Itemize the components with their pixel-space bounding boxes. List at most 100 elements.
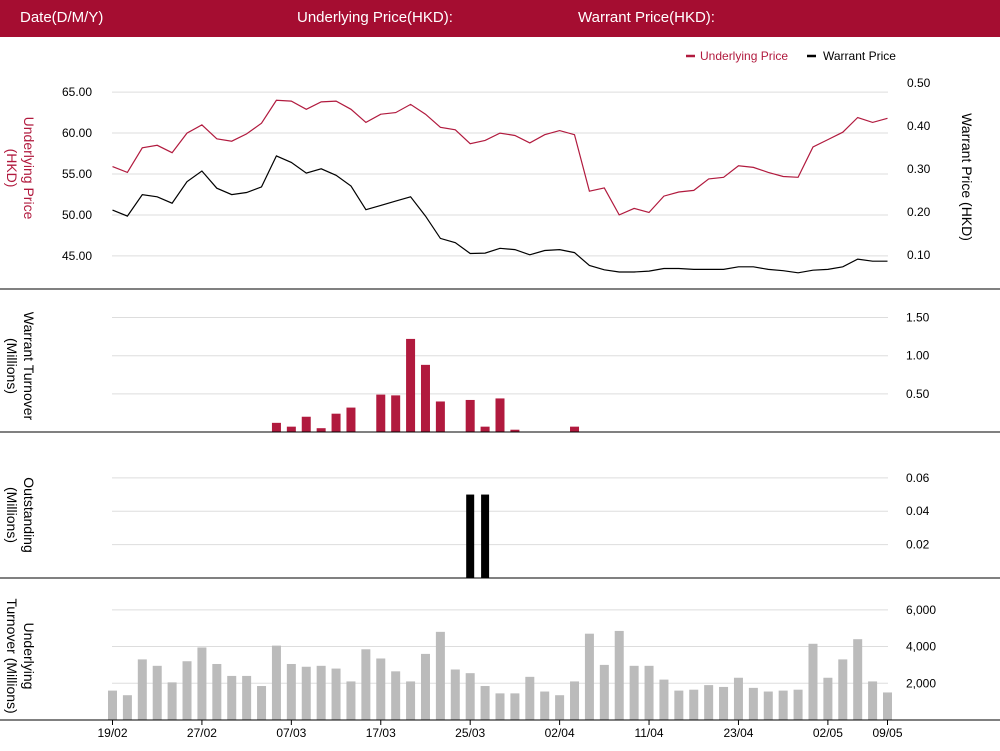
outstanding-bar bbox=[466, 494, 475, 578]
underlying-turnover-bar bbox=[510, 693, 520, 720]
left-axis-tick-label: 60.00 bbox=[62, 126, 92, 140]
underlying-turnover-bar bbox=[525, 676, 535, 720]
right-axis-tick-label: 0.50 bbox=[907, 76, 931, 90]
underlying-turnover-bar bbox=[883, 692, 892, 720]
warrant-turnover-bar bbox=[420, 364, 430, 432]
warrant-turnover-bar bbox=[271, 422, 281, 432]
warrant-turnover-bar bbox=[465, 399, 475, 432]
underlying-turnover-tick-label: 2,000 bbox=[906, 676, 936, 690]
underlying-turnover-bar bbox=[674, 690, 684, 720]
underlying-turnover-bar bbox=[644, 665, 654, 720]
underlying-turnover-bar bbox=[152, 665, 162, 720]
x-axis-tick-label: 23/04 bbox=[723, 726, 753, 740]
warrant-turnover-bar bbox=[510, 429, 520, 432]
underlying-turnover-bar bbox=[808, 643, 818, 720]
underlying-turnover-bar bbox=[838, 659, 848, 720]
right-axis-tick-label: 0.30 bbox=[907, 162, 931, 176]
underlying-turnover-bar bbox=[614, 630, 624, 720]
left-axis-title: Underlying Price(HKD) bbox=[4, 117, 37, 220]
outstanding-tick-label: 0.06 bbox=[906, 471, 930, 485]
underlying-turnover-tick-label: 6,000 bbox=[906, 603, 936, 617]
underlying-turnover-bar bbox=[137, 659, 147, 720]
underlying-turnover-bar bbox=[748, 687, 758, 720]
underlying-turnover-bar bbox=[435, 631, 445, 720]
warrant-price-line bbox=[112, 155, 888, 274]
underlying-turnover-bar bbox=[689, 689, 699, 720]
warrant-turnover-bar bbox=[406, 338, 416, 432]
underlying-turnover-bar bbox=[868, 681, 878, 720]
underlying-turnover-bar bbox=[167, 682, 177, 720]
underlying-turnover-axis-title: UnderlyingTurnover (Millions) bbox=[4, 598, 37, 713]
warrant-turnover-bar bbox=[286, 426, 296, 432]
underlying-turnover-bar bbox=[733, 677, 743, 720]
legend-label-warrant: Warrant Price bbox=[823, 49, 896, 63]
warrant-turnover-bar bbox=[570, 426, 580, 432]
underlying-turnover-bar bbox=[376, 658, 386, 720]
x-axis-tick-label: 07/03 bbox=[276, 726, 306, 740]
underlying-turnover-bar bbox=[480, 686, 490, 720]
underlying-turnover-bar bbox=[286, 663, 296, 720]
warrant-turnover-bar bbox=[376, 394, 386, 432]
underlying-turnover-bar bbox=[361, 649, 371, 720]
legend-label-underlying: Underlying Price bbox=[700, 49, 788, 63]
right-axis-tick-label: 0.20 bbox=[907, 205, 931, 219]
underlying-turnover-bar bbox=[629, 665, 639, 720]
underlying-turnover-bar bbox=[465, 673, 475, 720]
underlying-turnover-bar bbox=[853, 639, 863, 720]
underlying-turnover-bar bbox=[793, 689, 803, 720]
underlying-turnover-bar bbox=[450, 669, 460, 720]
warrant-turnover-bar bbox=[316, 428, 326, 432]
underlying-turnover-bar bbox=[495, 693, 505, 720]
underlying-turnover-bar bbox=[257, 686, 267, 720]
underlying-turnover-bar bbox=[763, 691, 773, 720]
warrant-turnover-bar bbox=[435, 401, 445, 432]
outstanding-tick-label: 0.02 bbox=[906, 538, 930, 552]
underlying-turnover-bar bbox=[212, 663, 222, 720]
underlying-turnover-bar bbox=[570, 681, 580, 720]
left-axis-tick-label: 45.00 bbox=[62, 249, 92, 263]
x-axis-tick-label: 09/05 bbox=[872, 726, 902, 740]
underlying-turnover-bar bbox=[331, 668, 341, 720]
underlying-turnover-bar bbox=[599, 664, 609, 720]
warrant-turnover-bar bbox=[301, 416, 311, 432]
warrant-turnover-bar bbox=[331, 413, 341, 432]
outstanding-tick-label: 0.04 bbox=[906, 504, 930, 518]
warrant-turnover-tick-label: 1.50 bbox=[906, 311, 930, 325]
x-axis-tick-label: 19/02 bbox=[97, 726, 127, 740]
date-label: Date(D/M/Y) bbox=[20, 9, 104, 26]
left-axis-tick-label: 50.00 bbox=[62, 208, 92, 222]
underlying-turnover-bar bbox=[346, 681, 356, 720]
warrant-turnover-tick-label: 1.00 bbox=[906, 349, 930, 363]
x-axis-tick-label: 02/05 bbox=[813, 726, 843, 740]
x-axis-tick-label: 25/03 bbox=[455, 726, 485, 740]
underlying-turnover-bar bbox=[823, 677, 833, 720]
right-axis-title: Warrant Price (HKD) bbox=[959, 113, 975, 241]
warrant-turnover-axis-title: Warrant Turnover(Millions) bbox=[4, 312, 37, 421]
underlying-turnover-bar bbox=[242, 675, 252, 720]
underlying-turnover-bar bbox=[227, 675, 237, 720]
underlying-turnover-bar bbox=[584, 633, 594, 720]
warrant-price-label: Warrant Price(HKD): bbox=[578, 9, 715, 26]
underlying-turnover-bar bbox=[540, 691, 550, 720]
underlying-turnover-bar bbox=[420, 653, 430, 720]
underlying-price-line bbox=[112, 99, 888, 216]
underlying-turnover-bar bbox=[271, 645, 281, 720]
underlying-turnover-bar bbox=[197, 647, 207, 720]
underlying-turnover-bar bbox=[122, 695, 132, 720]
underlying-turnover-bar bbox=[659, 679, 669, 720]
right-axis-tick-label: 0.40 bbox=[907, 119, 931, 133]
underlying-turnover-tick-label: 4,000 bbox=[906, 640, 936, 654]
outstanding-bar bbox=[481, 494, 490, 578]
underlying-turnover-bar bbox=[778, 690, 788, 720]
x-axis-tick-label: 11/04 bbox=[634, 726, 663, 740]
outstanding-axis-title: Outstanding(Millions) bbox=[4, 477, 37, 553]
underlying-turnover-bar bbox=[316, 665, 326, 720]
underlying-turnover-bar bbox=[391, 671, 401, 720]
underlying-price-label: Underlying Price(HKD): bbox=[297, 9, 453, 26]
warrant-turnover-bar bbox=[480, 426, 490, 432]
right-axis-tick-label: 0.10 bbox=[907, 248, 931, 262]
warrant-chart[interactable]: 45.00 50.00 55.00 60.00 65.00 0.10 0.20 0.30 0.4… bbox=[0, 37, 1000, 751]
underlying-turnover-bar bbox=[704, 685, 714, 720]
warrant-turnover-bar bbox=[346, 407, 356, 432]
x-axis-tick-label: 17/03 bbox=[366, 726, 396, 740]
